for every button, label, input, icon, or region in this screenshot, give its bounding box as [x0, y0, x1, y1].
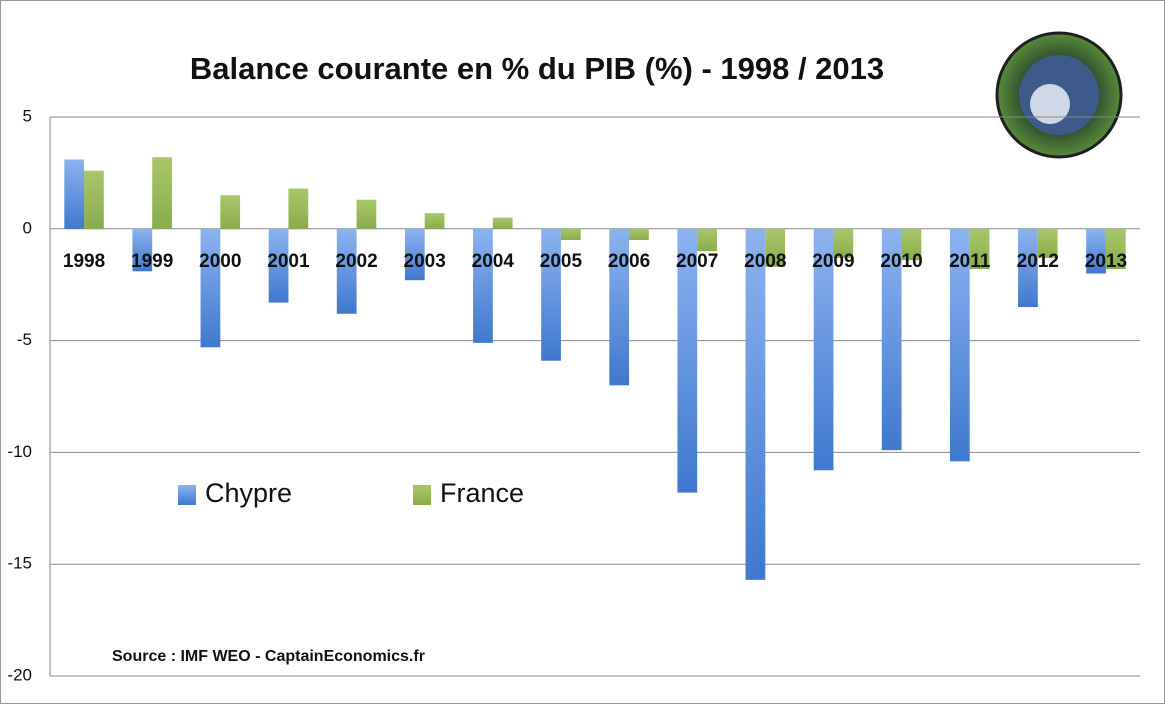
bar: [541, 228, 561, 361]
bar: [1037, 228, 1058, 258]
source-note: Source : IMF WEO - CaptainEconomics.fr: [112, 648, 425, 665]
x-tick-label: 2000: [199, 251, 241, 272]
bar: [356, 199, 377, 229]
bar: [813, 228, 834, 471]
bar: [745, 228, 766, 580]
x-tick-label: 2008: [744, 251, 786, 272]
legend-label: Chypre: [205, 478, 292, 508]
x-tick-label: 2013: [1085, 251, 1127, 272]
legend-swatch: [178, 485, 196, 505]
x-tick-label: 2002: [335, 251, 377, 272]
bar: [677, 228, 698, 493]
x-tick-label: 2009: [812, 251, 854, 272]
x-tick-label: 1999: [131, 251, 173, 272]
bar: [336, 228, 357, 314]
x-tick-label: 2001: [267, 251, 310, 272]
x-tick-label: 2010: [880, 251, 922, 272]
bar: [473, 228, 493, 343]
bar: [765, 228, 786, 267]
x-tick-label: 2003: [404, 251, 446, 272]
bar: [1018, 228, 1038, 308]
bar: [609, 228, 630, 386]
bar: [64, 159, 85, 229]
bar: [833, 228, 854, 258]
bar: [220, 195, 241, 229]
y-tick-label: -20: [7, 665, 32, 684]
x-tick-label: 2011: [949, 251, 991, 272]
legend-label: France: [440, 478, 524, 508]
y-tick-label: 0: [23, 218, 32, 237]
bar: [288, 188, 309, 229]
x-tick-label: 2004: [472, 251, 515, 272]
y-tick-label: -5: [17, 330, 32, 349]
bar: [424, 213, 445, 229]
x-tick-label: 2012: [1017, 251, 1059, 272]
bar: [629, 228, 649, 240]
bar: [132, 228, 153, 272]
bar: [268, 228, 289, 303]
legend-swatch: [413, 485, 431, 505]
x-tick-label: 2007: [676, 251, 718, 272]
bar: [1105, 228, 1126, 270]
bar: [949, 228, 970, 462]
y-tick-label: 5: [23, 106, 32, 125]
bar: [152, 157, 172, 229]
x-tick-label: 2005: [540, 251, 583, 272]
logo: [995, 31, 1123, 159]
bar: [881, 228, 902, 451]
bar: [492, 217, 513, 229]
bar: [404, 228, 425, 281]
bar: [969, 228, 990, 270]
bar: [901, 228, 922, 261]
bar: [200, 228, 221, 348]
bar: [560, 228, 581, 240]
bar: [84, 170, 104, 229]
y-tick-label: -15: [7, 554, 32, 573]
x-tick-label: 2006: [608, 251, 650, 272]
bar: [1086, 228, 1106, 274]
x-tick-label: 1998: [63, 251, 105, 272]
chart-title: Balance courante en % du PIB (%) - 1998 …: [190, 51, 884, 86]
y-tick-label: -10: [7, 442, 32, 461]
bar: [697, 228, 717, 252]
